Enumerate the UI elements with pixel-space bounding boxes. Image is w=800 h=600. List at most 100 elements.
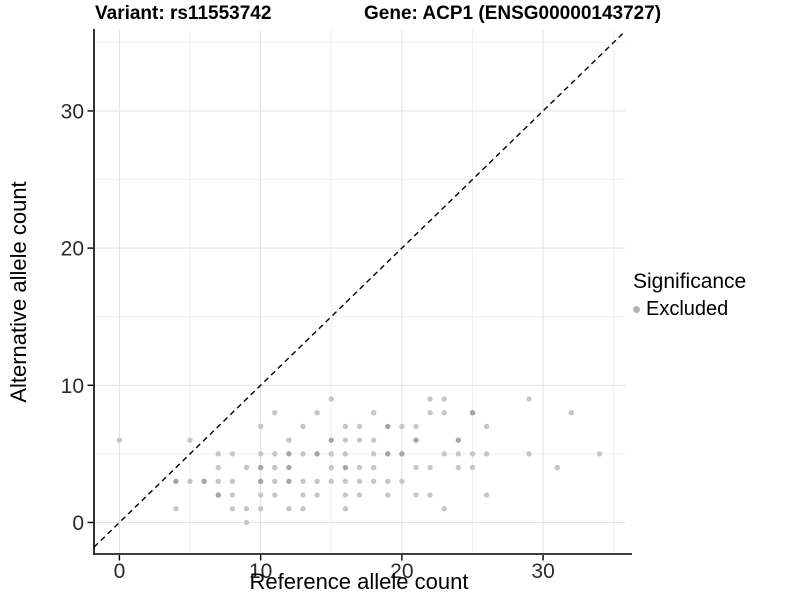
data-point [243,464,250,471]
legend: Significance Excluded [633,270,746,321]
data-point [441,451,447,457]
data-point [300,423,306,430]
data-point [385,492,391,498]
data-point [455,464,462,471]
data-point [441,506,447,512]
data-point [257,464,264,471]
data-point [272,464,278,471]
data-point [370,478,377,484]
data-point [314,478,320,484]
data-point [328,478,334,484]
data-point [300,506,306,512]
data-point [257,423,264,430]
data-point [399,478,405,484]
data-point [370,464,377,471]
data-point [342,437,349,443]
legend-title: Significance [633,270,747,293]
data-point [568,410,575,416]
data-point [257,451,264,457]
data-point [356,437,363,443]
data-point [328,396,334,402]
data-point [385,451,391,457]
data-point [427,410,433,416]
data-point [286,464,292,471]
y-tick-label: 0 [72,512,84,535]
data-point [229,478,236,484]
y-tick-label: 20 [61,238,84,261]
legend-item-excluded: Excluded [633,298,746,321]
data-point [427,396,433,402]
data-point [413,437,419,443]
plot-title-gene: Gene: ACP1 (ENSG00000143727) [364,3,662,24]
plot-title-variant: Variant: rs11553742 [95,3,272,24]
x-tick-label: 20 [390,560,413,583]
data-point [173,506,179,512]
y-tick-label: 10 [61,375,84,398]
data-point [314,451,320,457]
data-point [554,464,560,471]
data-point [286,506,292,512]
data-points [116,396,603,526]
data-point [342,506,349,512]
data-point [427,492,433,498]
data-point [399,423,405,430]
data-point [370,437,377,443]
data-point [328,464,334,471]
data-point [342,423,349,430]
data-point [427,464,433,471]
data-point [385,423,391,430]
x-tick-label: 0 [114,560,126,583]
data-point [356,423,363,430]
data-point [286,451,292,457]
data-point [342,451,349,457]
data-point [596,451,603,457]
data-point [413,423,419,430]
data-point [272,451,278,457]
tick-marks [87,110,544,561]
data-point [300,492,306,498]
data-point [173,478,179,484]
x-tick-label: 10 [249,560,272,583]
data-point [483,451,490,457]
data-point [229,506,236,512]
data-point [356,492,363,498]
data-point [187,478,193,484]
data-point [229,492,236,498]
data-point [187,437,193,443]
data-point [300,451,306,457]
data-point [370,451,377,457]
data-point [272,492,278,498]
data-point [356,464,363,471]
data-point [413,464,419,471]
data-point [272,478,278,484]
data-point [314,410,320,416]
data-point [483,423,490,430]
data-point [399,451,405,457]
data-point [243,519,250,526]
data-point [201,478,207,484]
data-point [441,396,447,402]
data-point [116,437,123,443]
data-point [286,437,292,443]
data-point [215,478,221,484]
data-point [300,478,306,484]
data-point [483,492,490,498]
data-point [469,410,476,416]
data-point [215,464,221,471]
data-point [257,478,264,484]
data-point [342,492,349,498]
data-point [385,478,391,484]
y-tick-label: 30 [61,100,84,123]
data-point [257,492,264,498]
y-axis-title: Alternative allele count [6,181,31,403]
data-point [441,410,447,416]
data-point [469,451,476,457]
data-point [314,492,320,498]
data-point [328,437,334,443]
data-point [526,451,532,457]
data-point [455,451,462,457]
data-point [229,451,236,457]
x-axis-title: Reference allele count [249,569,469,594]
data-point [243,506,250,512]
data-point [286,478,292,484]
